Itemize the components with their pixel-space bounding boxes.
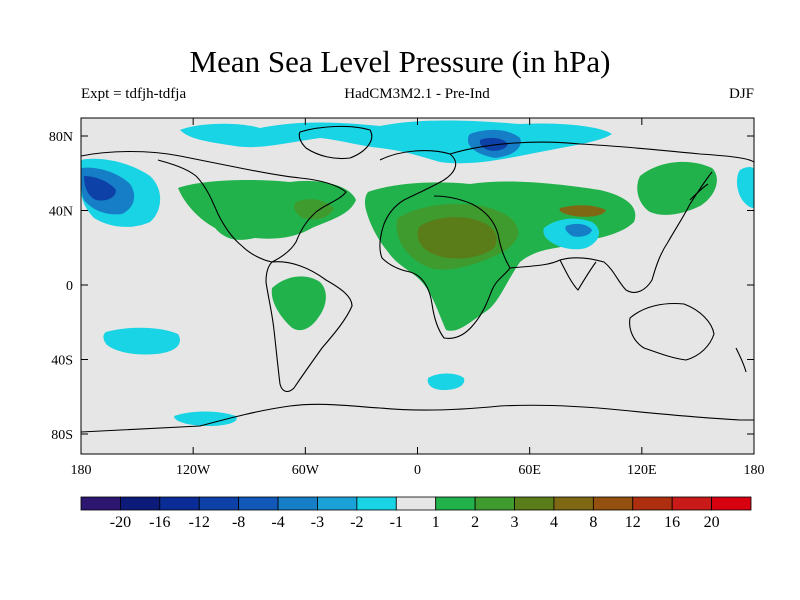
coast-india [559,259,597,291]
experiment-label: Expt = tdfjh-tdfja [81,86,187,102]
coast-greenland [298,125,373,160]
colorbar-swatch [80,496,121,511]
colorbar-swatch [553,496,594,511]
anomaly-shade-southern-ocean [174,411,237,426]
lon-tick-label: 120W [176,463,211,478]
coast-antarctica [81,403,754,433]
coast-south-america [265,261,353,393]
colorbar-label: -1 [390,514,403,531]
colorbar-swatch [435,496,476,511]
colorbar-label: 8 [589,514,597,531]
anomaly-shade-tibet-core [565,223,592,237]
colorbar-swatch [120,496,161,511]
colorbar-swatch [514,496,555,511]
anomaly-shade-barents-core [479,137,508,151]
coast-australia [629,302,715,361]
colorbar-label: -4 [271,514,284,531]
colorbar-swatch [356,496,397,511]
colorbar-label: 4 [550,514,558,531]
model-label: HadCM3M2.1 - Pre-Ind [344,86,490,102]
latitude-axis: 80N 40N 0 40S 80S [49,130,754,443]
lat-tick-label: 40S [51,354,73,369]
coast-asia [449,141,754,293]
colorbar-swatch [632,496,673,511]
anomaly-shade-south-atlantic [427,373,465,390]
colorbar-swatch [317,496,358,511]
season-label: DJF [728,86,754,102]
colorbar-label: -8 [232,514,245,531]
colorbar-swatch [592,496,634,511]
lon-tick-label: 120E [627,463,657,478]
colorbar-label: 20 [704,514,720,531]
lon-tick-label: 60W [292,463,320,478]
colorbar-label: -20 [110,514,131,531]
lat-tick-label: 40N [49,205,73,220]
anomaly-shade-north-pacific-east [736,167,754,208]
anomaly-shade-south-america [271,276,326,331]
colorbar-swatch [238,496,279,511]
coast-japan [689,183,709,201]
colorbar-label: 2 [471,514,479,531]
map-title: Mean Sea Level Pressure (in hPa) [189,44,611,79]
anomaly-shade-north-america [178,180,356,240]
colorbar-label: 3 [511,514,519,531]
coast-europe-africa [379,150,511,339]
lon-tick-label: 60E [518,463,541,478]
coastlines [81,125,754,433]
anomaly-shade-north-america-core [294,199,334,220]
anomaly-shade-himalaya-max [559,205,606,217]
lon-tick-label: 180 [744,463,765,478]
anomaly-shade-sahara-max [417,217,497,259]
coast-north-america [81,150,347,263]
coast-new-zealand [735,347,747,373]
colorbar-label: -12 [189,514,210,531]
colorbar-swatch [671,496,712,511]
lon-tick-label: 0 [414,463,421,478]
anomaly-shade-south-pacific [103,327,180,355]
colorbar-label: 16 [664,514,680,531]
lat-tick-label: 80N [49,130,73,145]
longitude-axis: 180 120W 60W 0 60E 120E 180 [71,118,765,478]
lat-tick-label: 80S [51,428,73,443]
colorbar-swatch [198,496,240,511]
anomaly-shade-north-pacific-west-core [84,176,116,201]
colorbar-label: -3 [311,514,324,531]
lon-tick-label: 180 [71,463,92,478]
colorbar-label: -16 [149,514,170,531]
anomaly-shade-eastasia [637,161,717,215]
anomaly-field [81,120,754,433]
colorbar-swatch [159,496,200,511]
colorbar-swatch [474,496,515,511]
colorbar-label: -2 [350,514,363,531]
colorbar: -20 -16 -12 -8 -4 -3 -2 -1 1 2 3 4 8 12 16 20 [80,496,752,531]
colorbar-label: 12 [625,514,641,531]
colorbar-swatch [395,496,437,511]
colorbar-label: 1 [432,514,440,531]
colorbar-swatch [711,496,752,511]
lat-tick-label: 0 [66,279,73,294]
colorbar-swatch [277,496,318,511]
